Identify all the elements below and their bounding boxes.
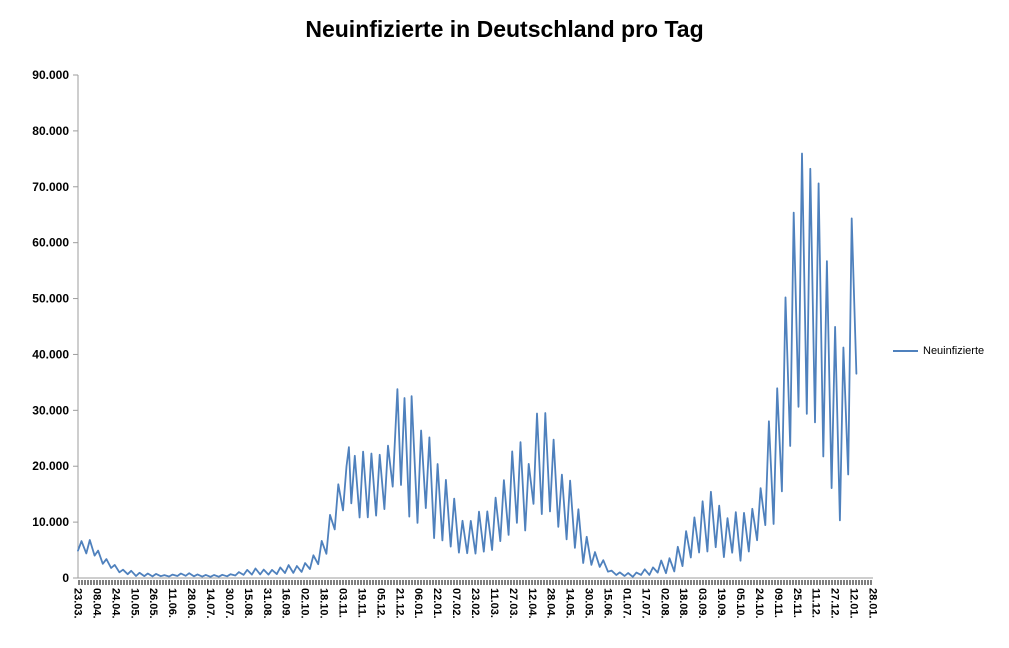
x-tick-label: 14.07. bbox=[204, 588, 216, 619]
y-tick-label: 30.000 bbox=[32, 403, 69, 417]
x-tick-label: 21.12. bbox=[393, 588, 405, 619]
x-tick-label: 27.12. bbox=[829, 588, 841, 619]
x-tick-label: 03.09. bbox=[696, 588, 708, 619]
x-tick-label: 07.02. bbox=[450, 588, 462, 619]
x-tick-label: 16.09. bbox=[280, 588, 292, 619]
x-tick-label: 15.06. bbox=[601, 588, 613, 619]
legend-label: Neuinfizierte bbox=[923, 345, 985, 357]
x-tick-label: 09.11. bbox=[772, 588, 784, 618]
series-line-neuinfizierte bbox=[77, 152, 858, 578]
x-tick-label: 06.01. bbox=[412, 588, 424, 619]
x-tick-label: 03.11. bbox=[336, 588, 348, 618]
x-tick-label: 14.05. bbox=[564, 588, 576, 619]
x-tick-label: 12.01. bbox=[848, 588, 860, 619]
x-tick-label: 23.02. bbox=[469, 588, 481, 619]
x-tick-label: 25.11. bbox=[791, 588, 803, 618]
x-tick-label: 08.04. bbox=[90, 588, 102, 619]
x-tick-label: 18.10. bbox=[318, 588, 330, 619]
y-tick-label: 40.000 bbox=[32, 347, 69, 361]
x-tick-label: 02.08. bbox=[658, 588, 670, 619]
x-tick-label: 23.03. bbox=[71, 588, 83, 619]
x-tick-label: 02.10. bbox=[299, 588, 311, 619]
x-tick-label: 30.07. bbox=[223, 588, 235, 619]
x-tick-label: 12.04. bbox=[526, 588, 538, 619]
x-tick-label: 27.03. bbox=[507, 588, 519, 619]
legend: Neuinfizierte bbox=[893, 345, 984, 357]
x-tick-label: 19.09. bbox=[715, 588, 727, 619]
x-tick-label: 22.01. bbox=[431, 588, 443, 619]
x-tick-label: 11.03. bbox=[488, 588, 500, 618]
x-tick-label: 24.04. bbox=[109, 588, 121, 619]
y-tick-label: 20.000 bbox=[32, 459, 69, 473]
x-tick-label: 11.06. bbox=[166, 588, 178, 618]
x-tick-label: 18.08. bbox=[677, 588, 689, 619]
x-tick-label: 15.08. bbox=[242, 588, 254, 619]
x-tick-label: 28.04. bbox=[545, 588, 557, 619]
y-tick-label: 90.000 bbox=[32, 68, 69, 82]
x-tick-label: 24.10. bbox=[753, 588, 765, 619]
x-tick-label: 19.11. bbox=[355, 588, 367, 618]
y-tick-label: 70.000 bbox=[32, 180, 69, 194]
x-tick-label: 28.01. bbox=[866, 588, 878, 619]
x-tick-label: 10.05. bbox=[128, 588, 140, 619]
x-tick-label: 17.07. bbox=[639, 588, 651, 619]
y-tick-label: 60.000 bbox=[32, 236, 69, 250]
y-tick-label: 80.000 bbox=[32, 124, 69, 138]
x-tick-label: 26.05. bbox=[147, 588, 159, 619]
chart-title: Neuinfizierte in Deutschland pro Tag bbox=[305, 16, 704, 42]
y-tick-label: 0 bbox=[62, 571, 69, 585]
y-tick-label: 10.000 bbox=[32, 515, 69, 529]
x-tick-label: 11.12. bbox=[810, 588, 822, 618]
x-tick-label: 28.06. bbox=[185, 588, 197, 619]
x-tick-label: 05.12. bbox=[374, 588, 386, 619]
x-tick-label: 05.10. bbox=[734, 588, 746, 619]
x-tick-label: 30.05. bbox=[583, 588, 595, 619]
y-tick-label: 50.000 bbox=[32, 292, 69, 306]
legend-line-swatch bbox=[893, 350, 918, 352]
x-axis-tick-band bbox=[78, 580, 873, 585]
x-tick-label: 01.07. bbox=[620, 588, 632, 619]
x-tick-label: 31.08. bbox=[261, 588, 273, 619]
